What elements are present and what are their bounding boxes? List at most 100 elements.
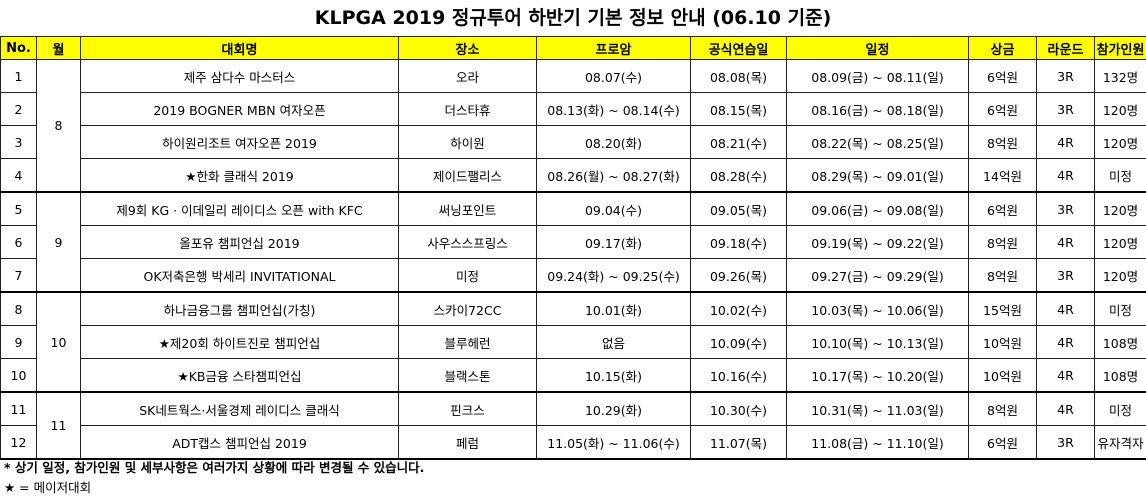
practice-cell: 09.18(수) [690,225,787,259]
table-row: 9 ★제20회 하이트진로 챔피언십 블루헤런 없음 10.09(수) 10.10(목) … [0,325,1146,359]
prize-cell: 6억원 [968,92,1037,126]
rounds-cell: 4R [1036,291,1095,326]
prize-cell: 14억원 [968,158,1037,193]
venue-cell: 페럼 [398,425,537,460]
no-cell: 9 [0,325,37,359]
rounds-cell: 4R [1036,125,1095,159]
prize-cell: 10억원 [968,358,1037,393]
no-cell: 6 [0,225,37,259]
header-col-proam: 프로암 [536,36,691,60]
prize-cell: 8억원 [968,225,1037,259]
schedule-cell: 08.09(금) ~ 08.11(일) [786,59,969,93]
proam-cell: 없음 [536,325,691,359]
month-cell: 9 [36,191,81,293]
month-cell: 11 [36,391,81,460]
no-cell: 10 [0,358,37,393]
tournament-cell: ★KB금융 스타챔피언십 [80,358,399,393]
table-row: 11 11 SK네트웍스·서울경제 레이디스 클래식 핀크스 10.29(화) 10.30… [0,391,1146,460]
schedule-cell: 10.31(목) ~ 11.03(일) [786,391,969,426]
table-row: 12 ADT캡스 챔피언십 2019 페럼 11.05(화) ~ 11.06(수) 11… [0,425,1146,460]
practice-cell: 10.02(수) [690,291,787,326]
no-cell: 12 [0,425,37,460]
players-cell: 미정 [1094,391,1146,426]
players-cell: 120명 [1094,125,1146,159]
practice-cell: 10.30(수) [690,391,787,426]
practice-cell: 11.07(목) [690,425,787,460]
rounds-cell: 3R [1036,191,1095,226]
prize-cell: 6억원 [968,59,1037,93]
schedule-cell: 08.22(목) ~ 08.25(일) [786,125,969,159]
no-cell: 4 [0,158,37,193]
prize-cell: 15억원 [968,291,1037,326]
page-title: KLPGA 2019 정규투어 하반기 기본 정보 안내 (06.10 기준) [314,7,832,29]
proam-cell: 10.29(화) [536,391,691,426]
schedule-cell: 08.16(금) ~ 08.18(일) [786,92,969,126]
header-col-month: 월 [36,36,81,60]
rounds-cell: 4R [1036,158,1095,193]
tournament-cell: 제주 삼다수 마스터스 [80,59,399,93]
proam-cell: 09.04(수) [536,191,691,226]
table-header-row: No. 월 대회명 장소 프로암 공식연습일 일정 상금 라운드 참가인원 [0,36,1146,60]
players-cell: 120명 [1094,92,1146,126]
table-row: 6 올포유 챔피언십 2019 사우스스프링스 09.17(화) 09.18(수) 09.… [0,225,1146,259]
proam-cell: 11.05(화) ~ 11.06(수) [536,425,691,460]
schedule-cell: 10.17(목) ~ 10.20(일) [786,358,969,393]
header-col-no: No. [0,36,37,60]
proam-cell: 09.24(화) ~ 09.25(수) [536,258,691,293]
players-cell: 108명 [1094,325,1146,359]
no-cell: 2 [0,92,37,126]
schedule-cell: 08.29(목) ~ 09.01(일) [786,158,969,193]
tournament-cell: 올포유 챔피언십 2019 [80,225,399,259]
table-row: 8 10 하나금융그룹 챔피언십(가칭) 스카이72CC 10.01(화) 10.02(수… [0,291,1146,393]
venue-cell: 써닝포인트 [398,191,537,226]
no-cell: 1 [0,59,37,93]
practice-cell: 09.05(목) [690,191,787,226]
prize-cell: 6억원 [968,191,1037,226]
practice-cell: 08.21(수) [690,125,787,159]
tournament-cell: 하이원리조트 여자오픈 2019 [80,125,399,159]
tournament-cell: 제9회 KG · 이데일리 레이디스 오픈 with KFC [80,191,399,226]
table-row: 3 하이원리조트 여자오픈 2019 하이원 08.20(화) 08.21(수) 08.2… [0,125,1146,159]
tournament-cell: 하나금융그룹 챔피언십(가칭) [80,291,399,326]
tournament-cell: 2019 BOGNER MBN 여자오픈 [80,92,399,126]
venue-cell: 더스타휴 [398,92,537,126]
venue-cell: 하이원 [398,125,537,159]
table-row: 5 9 제9회 KG · 이데일리 레이디스 오픈 with KFC 써닝포인트 09.… [0,191,1146,293]
players-cell: 132명 [1094,59,1146,93]
rounds-cell: 4R [1036,358,1095,393]
schedule-cell: 09.27(금) ~ 09.29(일) [786,258,969,293]
tournament-cell: ★제20회 하이트진로 챔피언십 [80,325,399,359]
header-col-tournament: 대회명 [80,36,399,60]
players-cell: 120명 [1094,191,1146,226]
header-col-practice: 공식연습일 [690,36,787,60]
table-row: 2 2019 BOGNER MBN 여자오픈 더스타휴 08.13(화) ~ 08.1… [0,92,1146,126]
no-cell: 8 [0,291,37,326]
prize-cell: 8억원 [968,125,1037,159]
venue-cell: 스카이72CC [398,291,537,326]
schedule-cell: 10.10(목) ~ 10.13(일) [786,325,969,359]
table-row: 7 OK저축은행 박세리 INVITATIONAL 미정 09.24(화) ~ 09.… [0,258,1146,293]
schedule-cell: 09.06(금) ~ 09.08(일) [786,191,969,226]
footnotes: * 상기 일정, 참가인원 및 세부사항은 여러가지 상황에 따라 변경될 수 … [4,458,424,498]
prize-cell: 10억원 [968,325,1037,359]
practice-cell: 10.16(수) [690,358,787,393]
venue-cell: 블루헤런 [398,325,537,359]
practice-cell: 08.28(수) [690,158,787,193]
no-cell: 11 [0,391,37,426]
proam-cell: 08.07(수) [536,59,691,93]
rounds-cell: 3R [1036,59,1095,93]
schedule-cell: 11.08(금) ~ 11.10(일) [786,425,969,460]
rounds-cell: 4R [1036,225,1095,259]
footnote-change-notice: * 상기 일정, 참가인원 및 세부사항은 여러가지 상황에 따라 변경될 수 … [4,460,425,475]
month-cell: 8 [36,59,81,193]
tournament-cell: ADT캡스 챔피언십 2019 [80,425,399,460]
players-cell: 유자격자 [1094,425,1146,460]
tournament-cell: ★한화 클래식 2019 [80,158,399,193]
table-row: 10 ★KB금융 스타챔피언십 블랙스톤 10.15(화) 10.16(수) 10.17(… [0,358,1146,393]
table-body: 1 8 제주 삼다수 마스터스 오라 08.07(수) 08.08(목) 08.09(금) … [0,59,1146,460]
rounds-cell: 4R [1036,325,1095,359]
no-cell: 7 [0,258,37,293]
practice-cell: 08.08(목) [690,59,787,93]
rounds-cell: 3R [1036,258,1095,293]
month-cell: 10 [36,291,81,393]
